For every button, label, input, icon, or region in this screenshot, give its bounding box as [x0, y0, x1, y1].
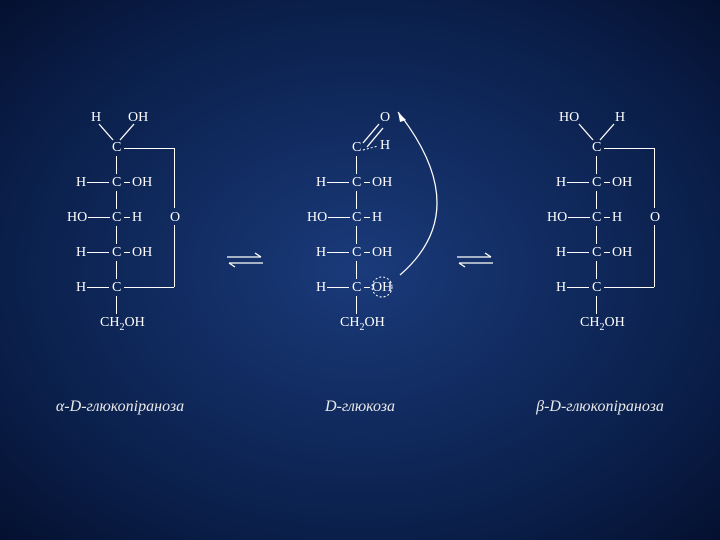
bond — [654, 148, 655, 208]
bond — [596, 156, 597, 174]
alpha-c4-r: OH — [132, 245, 152, 261]
equilibrium-arrow-1 — [225, 250, 265, 270]
bond — [124, 217, 130, 218]
alpha-c3-l: HO — [67, 210, 87, 226]
mechanism-arrow — [300, 100, 500, 300]
beta-c6: CH2OH — [580, 315, 625, 333]
bond — [116, 191, 117, 209]
beta-c2: C — [592, 175, 601, 191]
beta-c3-l: HO — [547, 210, 567, 226]
bond — [87, 287, 109, 288]
alpha-c3-r: H — [132, 210, 142, 226]
caption-open: D-глюкоза — [270, 398, 450, 416]
beta-c2-l: H — [556, 175, 566, 191]
bond — [604, 182, 610, 183]
bond — [88, 217, 110, 218]
bond — [604, 252, 610, 253]
bond — [567, 287, 589, 288]
beta-c4: C — [592, 245, 601, 261]
bond — [604, 217, 610, 218]
bond — [124, 182, 130, 183]
alpha-c2-l: H — [76, 175, 86, 191]
caption-beta: β-D-глюкопіраноза — [510, 398, 690, 416]
bond — [116, 296, 117, 314]
bond — [596, 191, 597, 209]
beta-c5: C — [592, 280, 601, 296]
beta-c3: C — [592, 210, 601, 226]
bond — [174, 225, 175, 287]
beta-c4-r: OH — [612, 245, 632, 261]
alpha-c6: CH2OH — [100, 315, 145, 333]
alpha-c5-l: H — [76, 280, 86, 296]
alpha-c4-l: H — [76, 245, 86, 261]
structure-alpha: H OH C C C C C H OH HO H H OH H — [30, 110, 210, 370]
open-c6: CH2OH — [340, 315, 385, 333]
bond — [116, 156, 117, 174]
bond — [604, 148, 654, 149]
beta-c1: C — [592, 140, 601, 156]
bond — [87, 182, 109, 183]
bond — [174, 148, 175, 208]
alpha-c2-r: OH — [132, 175, 152, 191]
beta-c5-l: H — [556, 280, 566, 296]
beta-c3-r: H — [612, 210, 622, 226]
bond — [567, 252, 589, 253]
bond — [596, 226, 597, 244]
caption-alpha: α-D-глюкопіраноза — [30, 398, 210, 416]
bond — [124, 287, 174, 288]
bond — [124, 148, 174, 149]
captions-row: α-D-глюкопіраноза D-глюкоза β-D-глюкопір… — [0, 398, 720, 416]
bond — [596, 296, 597, 314]
bond — [124, 252, 130, 253]
beta-c2-r: OH — [612, 175, 632, 191]
bond — [567, 182, 589, 183]
bond — [116, 261, 117, 279]
bond — [604, 287, 654, 288]
bond — [116, 226, 117, 244]
alpha-ring-o: O — [170, 210, 180, 226]
alpha-c3: C — [112, 210, 121, 226]
alpha-c2: C — [112, 175, 121, 191]
structure-beta: HO H C C C C C H OH HO H H OH H CH2OH O — [510, 110, 690, 370]
beta-ring-o: O — [650, 210, 660, 226]
alpha-c5: C — [112, 280, 121, 296]
bond — [87, 252, 109, 253]
alpha-c4: C — [112, 245, 121, 261]
bond — [654, 225, 655, 287]
beta-c4-l: H — [556, 245, 566, 261]
alpha-c1: C — [112, 140, 121, 156]
bond — [596, 261, 597, 279]
bond — [568, 217, 590, 218]
